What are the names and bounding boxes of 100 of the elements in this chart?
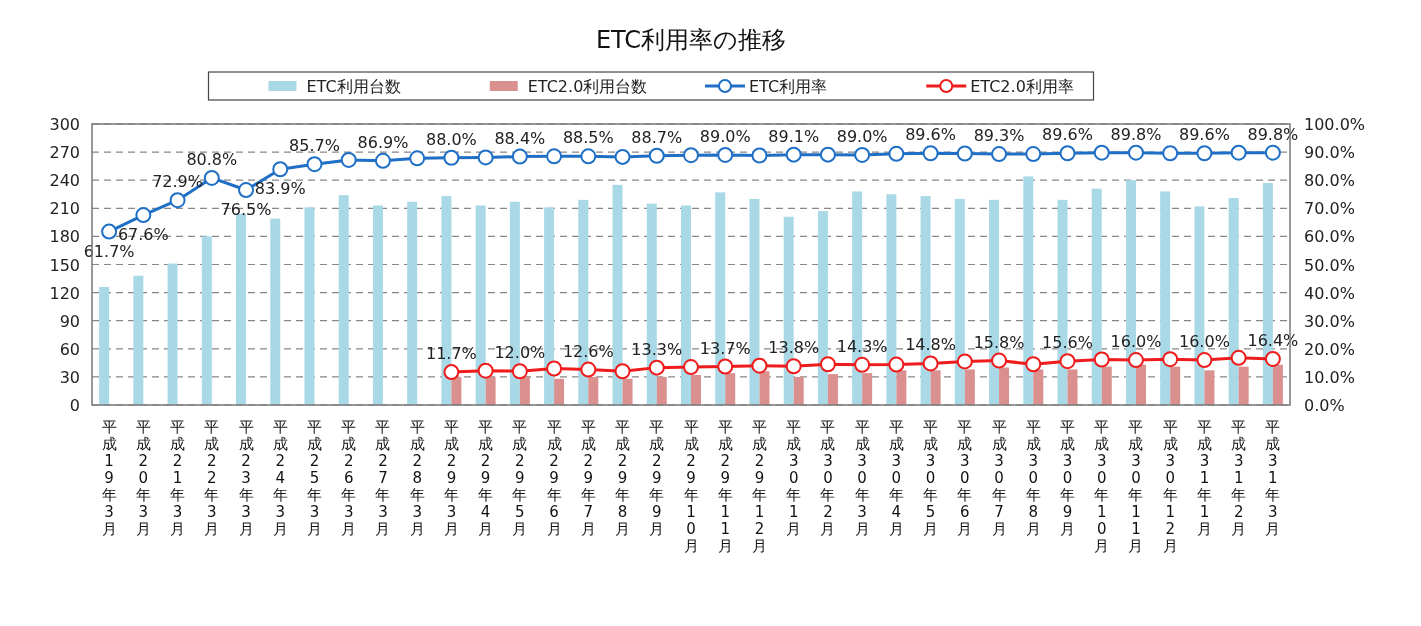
x-tick-label: 平成29年3月 [443, 418, 459, 538]
point [956, 145, 973, 162]
bar [1204, 370, 1215, 405]
x-tick-label: 平成29年5月 [512, 418, 528, 538]
data-label: 16.0% [1179, 332, 1230, 352]
point [272, 161, 289, 178]
point [854, 356, 871, 373]
x-tick-label: 平成23年3月 [238, 418, 254, 538]
point [169, 192, 186, 209]
data-label: 13.3% [631, 339, 683, 359]
point [409, 150, 426, 167]
data-label: 89.8% [1247, 124, 1299, 144]
point [717, 146, 734, 163]
point [1230, 144, 1247, 161]
bar [1228, 198, 1239, 405]
x-tick-label: 平成29年7月 [580, 418, 596, 538]
bar [99, 286, 110, 405]
point [238, 182, 255, 199]
x-tick-label: 平成26年3月 [341, 418, 357, 538]
bar [338, 195, 349, 405]
x-tick-label: 平成20年3月 [135, 418, 151, 538]
bar [236, 213, 247, 405]
x-tick-label: 平成30年10月 [1094, 418, 1110, 555]
data-label: 88.7% [631, 127, 683, 147]
bar [1101, 366, 1112, 405]
x-tick-label: 平成29年10月 [683, 418, 699, 555]
title: ETC利用率の推移 [595, 26, 787, 54]
point [374, 152, 391, 169]
point [819, 146, 836, 163]
data-label: 88.0% [425, 129, 477, 149]
bar [1023, 176, 1034, 405]
bar [588, 376, 599, 405]
bar [1067, 369, 1078, 405]
y2-tick-label: 70.0% [1304, 199, 1355, 219]
y2-tick-label: 30.0% [1304, 311, 1355, 331]
y-tick-label: 60 [59, 339, 80, 359]
point [854, 146, 871, 163]
data-label: 13.7% [699, 338, 751, 358]
x-tick-label: 平成30年2月 [820, 418, 836, 538]
point [340, 151, 357, 168]
point [1025, 356, 1042, 373]
x-tick-label: 平成29年12月 [751, 418, 767, 555]
x-tick-label: 平成30年5月 [923, 418, 939, 538]
point [511, 148, 528, 165]
bar [407, 201, 418, 405]
point [1196, 352, 1213, 369]
data-label: 89.6% [905, 125, 957, 145]
y2-tick-label: 40.0% [1304, 283, 1355, 303]
y2-tick-label: 100.0% [1304, 115, 1366, 134]
bar [270, 218, 281, 405]
bar [793, 376, 804, 405]
y2-tick-label: 10.0% [1304, 367, 1355, 387]
bar [1170, 366, 1181, 405]
data-label: 89.0% [699, 126, 751, 146]
x-tick-label: 平成19年3月 [101, 418, 117, 538]
bar [372, 205, 383, 405]
point [922, 145, 939, 162]
point [1025, 146, 1042, 163]
x-tick-label: 平成30年1月 [786, 418, 802, 538]
data-label: 89.3% [973, 126, 1025, 146]
bar [827, 374, 838, 405]
data-label: 15.8% [973, 332, 1025, 352]
data-label: 16.4% [1247, 330, 1299, 350]
point [1196, 145, 1213, 162]
data-label: 76.5% [220, 200, 272, 220]
legend-label: ETC2.0利用台数 [527, 77, 648, 96]
point [648, 147, 665, 164]
x-tick-label: 平成30年6月 [957, 418, 973, 538]
y2-tick-label: 60.0% [1304, 227, 1355, 247]
data-label: 88.4% [494, 128, 546, 148]
y2-tick-label: 80.0% [1304, 171, 1355, 191]
point [1230, 349, 1247, 366]
bar [544, 207, 555, 405]
y2-tick-label: 90.0% [1304, 143, 1355, 163]
point [546, 148, 563, 165]
y-tick-label: 90 [59, 311, 80, 331]
y-tick-label: 120 [49, 283, 80, 303]
point [135, 207, 152, 224]
bar [681, 205, 691, 405]
data-label: 88.5% [562, 128, 614, 148]
y2-tick-label: 50.0% [1304, 255, 1355, 275]
x-tick-label: 平成29年6月 [546, 418, 562, 538]
point [306, 156, 323, 173]
x-tick-label: 平成30年9月 [1060, 418, 1076, 538]
data-label: 89.0% [836, 126, 888, 146]
point [1093, 351, 1110, 368]
x-tick-label: 平成30年4月 [888, 418, 904, 538]
bar [964, 369, 975, 405]
data-label: 89.8% [1110, 124, 1162, 144]
x-tick-label: 平成24年3月 [272, 418, 288, 538]
data-label: 86.9% [357, 132, 409, 152]
point [922, 355, 939, 372]
point [1127, 352, 1144, 369]
bar [656, 376, 667, 405]
bar [749, 198, 760, 405]
bar [519, 376, 530, 405]
x-tick-label: 平成31年3月 [1265, 418, 1281, 538]
point [1162, 145, 1179, 162]
point [1059, 145, 1076, 162]
bar [930, 370, 941, 405]
